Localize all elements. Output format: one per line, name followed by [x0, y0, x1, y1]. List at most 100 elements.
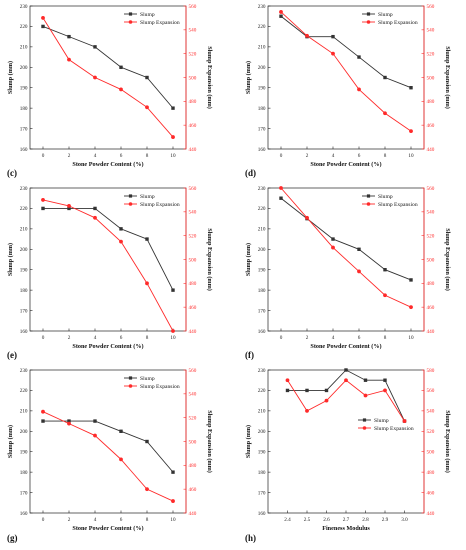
- series-line: [280, 197, 412, 281]
- y-tick-label: 220: [258, 388, 266, 394]
- y-tick-label: 160: [258, 511, 266, 517]
- y-tick-label: 200: [20, 65, 28, 71]
- legend-marker: [366, 194, 371, 198]
- y-tick-label: 210: [20, 45, 28, 51]
- data-point: [279, 186, 283, 190]
- data-point: [145, 487, 149, 492]
- series-line: [287, 379, 405, 422]
- x-tick-label: 2: [306, 153, 309, 159]
- y-tick-label: 230: [258, 368, 266, 374]
- x-tick-label: 8: [146, 517, 149, 523]
- x-tick-label: 2.6: [323, 517, 330, 523]
- panel-label: (e): [7, 350, 17, 360]
- y2-tick-label: 480: [189, 281, 197, 287]
- x-tick-label: 2.8: [362, 517, 369, 523]
- y2-tick-label: 460: [189, 123, 197, 129]
- y2-tick-label: 500: [427, 257, 435, 263]
- data-point: [119, 239, 123, 244]
- series-line: [280, 11, 412, 132]
- y2-tick-label: 540: [189, 28, 197, 34]
- y-tick-label: 220: [258, 206, 266, 212]
- data-point: [67, 34, 71, 39]
- data-point: [305, 388, 309, 393]
- legend: Slump Slump Expansion: [358, 418, 414, 432]
- y2-tick-label: 480: [427, 281, 435, 287]
- data-point: [171, 106, 175, 110]
- y-tick-label: 200: [258, 429, 266, 435]
- data-point: [279, 10, 283, 14]
- legend: Slump Slump Expansion: [362, 12, 418, 26]
- y2-tick-label: 480: [189, 99, 197, 105]
- data-point: [402, 419, 407, 423]
- y-tick-label: 180: [20, 470, 28, 476]
- panel-label: (g): [7, 533, 18, 543]
- y2-tick-label: 440: [189, 147, 197, 153]
- y2-tick-label: 500: [189, 257, 197, 263]
- data-point: [285, 388, 290, 393]
- chart-panel: 0 2 4 6 8 10 160 170 180 190 200 210 220 230 440 460 480…: [7, 186, 213, 360]
- x-axis-label: Stone Powder Content (%): [72, 525, 143, 532]
- data-point: [383, 75, 387, 80]
- data-point: [41, 16, 45, 20]
- x-tick-label: 6: [120, 153, 123, 159]
- y2-tick-label: 480: [427, 470, 435, 476]
- series-line: [280, 187, 412, 308]
- data-point: [93, 433, 97, 438]
- y-tick-label: 160: [258, 147, 266, 153]
- y-tick-label: 170: [20, 126, 28, 132]
- data-point: [119, 227, 123, 231]
- legend-entry: Slump: [378, 194, 393, 200]
- y-tick-label: 190: [20, 450, 28, 456]
- y2-tick-label: 540: [427, 409, 435, 415]
- y-tick-label: 230: [258, 186, 266, 192]
- x-tick-label: 0: [42, 517, 45, 523]
- y2-tick-label: 540: [189, 392, 197, 398]
- x-tick-label: 2.4: [284, 517, 291, 523]
- data-point: [409, 278, 413, 282]
- data-point: [41, 206, 45, 211]
- data-point: [67, 203, 71, 208]
- y2-tick-label: 580: [427, 368, 435, 374]
- y-tick-label: 180: [258, 470, 266, 476]
- plot-frame: [29, 5, 187, 150]
- panel-label: (d): [245, 168, 256, 178]
- y-tick-label: 210: [258, 409, 266, 415]
- y-tick-label: 210: [258, 45, 266, 51]
- y2-tick-label: 500: [189, 439, 197, 445]
- legend: Slump Slump Expansion: [124, 194, 180, 208]
- y-axis-label: Slump (mm): [7, 61, 14, 94]
- data-point: [171, 288, 175, 292]
- data-point: [145, 439, 149, 444]
- panel-label: (f): [245, 350, 254, 360]
- data-point: [41, 198, 45, 202]
- y-axis-label: Slump (mm): [7, 425, 14, 458]
- x-tick-label: 10: [408, 153, 414, 159]
- legend-entry: Slump Expansion: [378, 202, 418, 208]
- y2-tick-label: 520: [189, 51, 197, 57]
- series-line: [42, 411, 174, 502]
- y-tick-label: 180: [258, 106, 266, 112]
- legend-entry: Slump: [378, 12, 393, 18]
- data-point: [324, 398, 329, 403]
- data-point: [331, 245, 335, 250]
- legend-marker: [366, 202, 371, 206]
- y-axis-label: Slump (mm): [245, 61, 252, 94]
- data-point: [67, 421, 71, 426]
- y2-tick-label: 440: [189, 329, 197, 335]
- data-point: [171, 499, 175, 503]
- data-point: [383, 268, 387, 272]
- y2-tick-label: 480: [427, 99, 435, 105]
- data-point: [363, 393, 368, 398]
- x-tick-label: 10: [408, 335, 414, 341]
- x-tick-label: 6: [358, 335, 361, 341]
- x-tick-label: 0: [42, 153, 45, 159]
- plot-frame: [267, 369, 425, 514]
- y2-tick-label: 560: [427, 4, 435, 10]
- x-axis-label: Stone Powder Content (%): [310, 161, 381, 168]
- y-tick-label: 180: [20, 288, 28, 294]
- x-tick-label: 0: [280, 153, 283, 159]
- y-tick-label: 230: [20, 186, 28, 192]
- y-tick-label: 160: [20, 511, 28, 517]
- y2-tick-label: 520: [427, 51, 435, 57]
- y2-tick-label: 520: [427, 429, 435, 435]
